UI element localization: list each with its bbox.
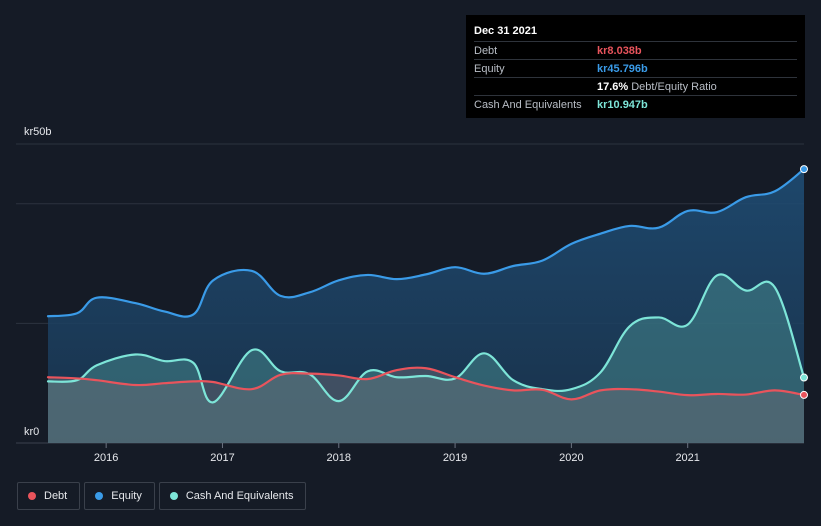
legend-equity-dot <box>95 492 104 500</box>
chart-legend: Debt Equity Cash And Equivalents <box>17 482 307 510</box>
legend-equity-label: Equity <box>111 490 142 502</box>
tooltip-debt-label: Debt <box>474 44 498 57</box>
tooltip-equity-label: Equity <box>474 62 505 75</box>
debt-line <box>46 366 806 401</box>
equity-line <box>46 168 806 318</box>
x-tick-label: 2021 <box>675 452 699 464</box>
series-areas <box>48 169 804 443</box>
series-lines <box>46 168 806 404</box>
tooltip-row-ratio: 17.6% Debt/Equity Ratio <box>474 77 797 95</box>
debt-area <box>48 367 804 443</box>
y-bottom-label: kr0 <box>24 426 39 438</box>
debt-end-marker[interactable] <box>800 390 808 399</box>
x-axis-ticks: 2016 2017 2018 2019 2020 2021 <box>94 443 700 464</box>
tooltip-ratio-caption: Debt/Equity Ratio <box>631 80 717 93</box>
tooltip-panel: Dec 31 2021 Debt kr8.038b Equity kr45.79… <box>466 15 805 118</box>
tooltip-row-equity: Equity kr45.796b <box>474 59 797 77</box>
legend-item-debt[interactable]: Debt <box>17 482 81 510</box>
tooltip-ratio-value: 17.6% <box>597 80 629 93</box>
cash-and-equivalents-area <box>48 274 804 443</box>
tooltip-row-debt: Debt kr8.038b <box>474 41 797 59</box>
tooltip-debt-value: kr8.038b <box>597 44 642 57</box>
equity-end-marker[interactable] <box>800 165 808 174</box>
legend-debt-dot <box>28 492 36 500</box>
end-markers <box>800 165 808 399</box>
x-tick-label: 2018 <box>327 452 351 464</box>
legend-item-cash[interactable]: Cash And Equivalents <box>158 482 307 510</box>
legend-cash-dot <box>169 492 178 500</box>
x-tick-label: 2016 <box>94 452 118 464</box>
tooltip-date: Dec 31 2021 <box>474 25 537 37</box>
x-tick-label: 2017 <box>210 452 234 464</box>
tooltip-cash-label: Cash And Equivalents <box>474 98 582 111</box>
x-tick-label: 2020 <box>559 452 583 464</box>
equity-area <box>48 169 804 443</box>
x-tick-label: 2019 <box>443 452 467 464</box>
y-top-label: kr50b <box>24 126 52 138</box>
tooltip-equity-value: kr45.796b <box>597 62 648 75</box>
cash-and-equivalents-end-marker[interactable] <box>800 373 808 382</box>
tooltip-row-cash: Cash And Equivalents kr10.947b <box>474 95 797 113</box>
legend-item-equity[interactable]: Equity <box>84 482 155 510</box>
legend-debt-label: Debt <box>44 490 68 502</box>
legend-cash-label: Cash And Equivalents <box>185 490 294 502</box>
tooltip-cash-value: kr10.947b <box>597 98 648 111</box>
cash-and-equivalents-line <box>46 273 806 404</box>
